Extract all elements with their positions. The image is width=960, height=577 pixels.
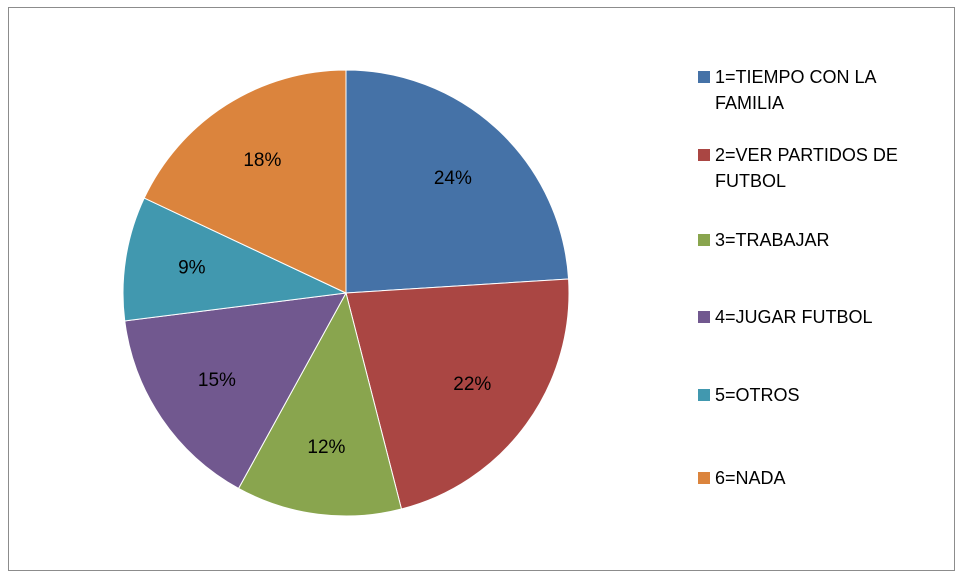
pie-slice	[122, 197, 348, 322]
pie-slice	[143, 69, 347, 294]
data-label: 15%	[198, 370, 236, 391]
legend-item: 1=TIEMPO CON LA FAMILIA	[698, 64, 943, 116]
legend-item: 2=VER PARTIDOS DE FUTBOL	[698, 142, 943, 194]
pie-slice	[345, 278, 570, 510]
legend-label: 1=TIEMPO CON LA FAMILIA	[715, 67, 876, 113]
legend-swatch	[698, 472, 710, 484]
legend-swatch	[698, 311, 710, 323]
data-label: 9%	[178, 258, 206, 279]
data-label: 12%	[307, 437, 345, 458]
legend-label: 4=JUGAR FUTBOL	[715, 307, 873, 327]
legend-item: 6=NADA	[698, 465, 943, 491]
data-label: 22%	[453, 374, 491, 395]
data-label: 24%	[434, 168, 472, 189]
legend-item: 5=OTROS	[698, 382, 943, 408]
legend-swatch	[698, 234, 710, 246]
legend-swatch	[698, 389, 710, 401]
legend-swatch	[698, 71, 710, 83]
pie-slice	[237, 291, 403, 517]
legend-label: 2=VER PARTIDOS DE FUTBOL	[715, 145, 898, 191]
legend-item: 4=JUGAR FUTBOL	[698, 304, 943, 330]
data-label: 18%	[243, 150, 281, 171]
legend-item: 3=TRABAJAR	[698, 227, 943, 253]
legend-label: 5=OTROS	[715, 385, 800, 405]
legend-label: 3=TRABAJAR	[715, 230, 830, 250]
pie-slice	[345, 69, 570, 294]
legend-label: 6=NADA	[715, 468, 786, 488]
legend-swatch	[698, 149, 710, 161]
pie-slice	[124, 292, 347, 490]
